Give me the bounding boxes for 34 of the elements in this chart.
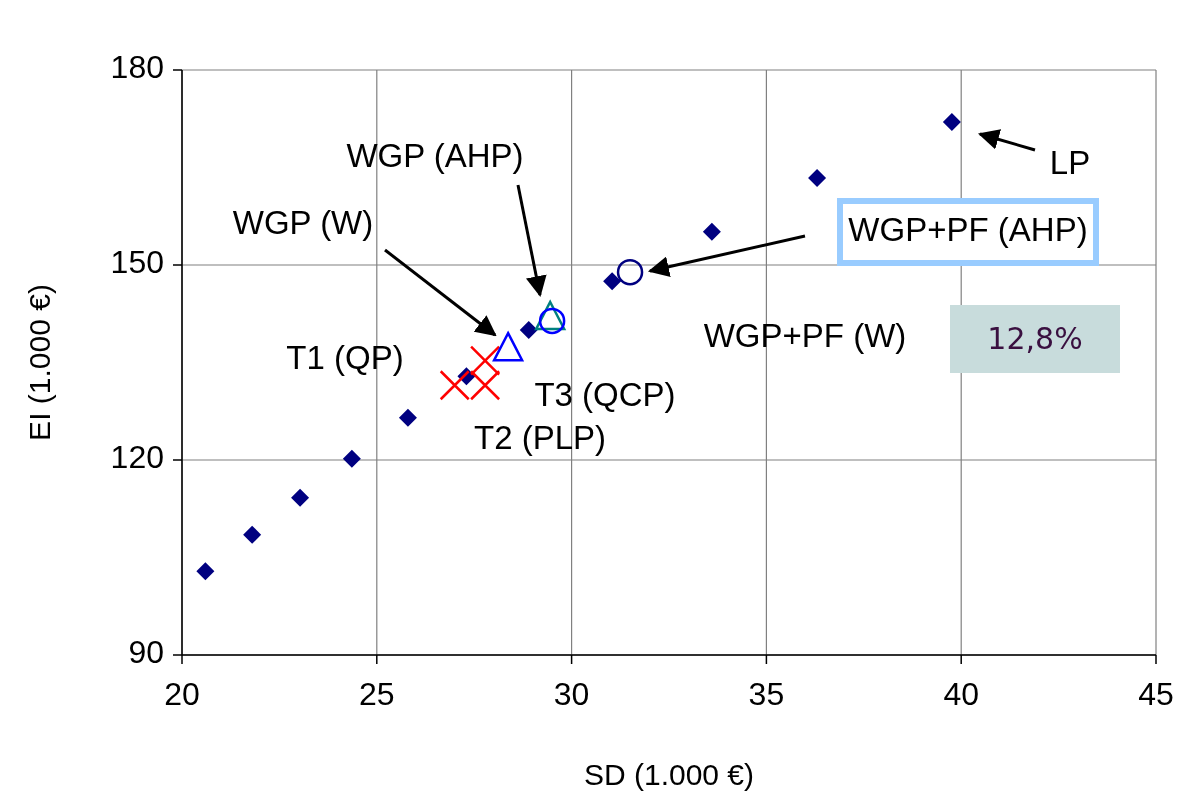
point [469,345,501,376]
point [342,449,361,468]
point [291,488,310,507]
point [808,168,827,187]
x-tick-label: 25 [359,676,395,712]
x-tick-label: 20 [164,676,200,712]
annotation: T1 (QP) [286,338,404,376]
x-tick-label: 35 [748,676,785,712]
annotation: T2 (PLP) [473,418,607,456]
point [616,258,644,286]
point [702,222,721,241]
x-tick-label: 45 [1138,676,1174,712]
point [492,331,524,362]
y-tick-label: 150 [110,244,164,281]
point [942,113,961,131]
point [243,525,262,544]
annotation: LP [1049,143,1091,181]
point [196,562,215,581]
y-tick-label: 120 [110,439,164,476]
annotation: WGP+PF (W) [703,316,907,354]
x-tick-label: 40 [943,676,979,712]
annotation: WGP (W) [232,203,374,241]
y-tick-label: 90 [128,634,164,671]
annotation: WGP+PF (AHP) [848,210,1088,248]
annotation: 12,8% [987,320,1083,356]
y-tick-label: 180 [110,49,164,86]
point [398,408,417,427]
annotation: WGP (AHP) [346,136,524,174]
point [519,321,538,339]
point [603,272,622,291]
x-tick-label: 30 [553,676,590,712]
annotation: T3 (QCP) [534,375,676,413]
x-axis-title: SD (1.000 €) [583,758,755,791]
y-axis-title: EI (1.000 €) [23,284,56,441]
